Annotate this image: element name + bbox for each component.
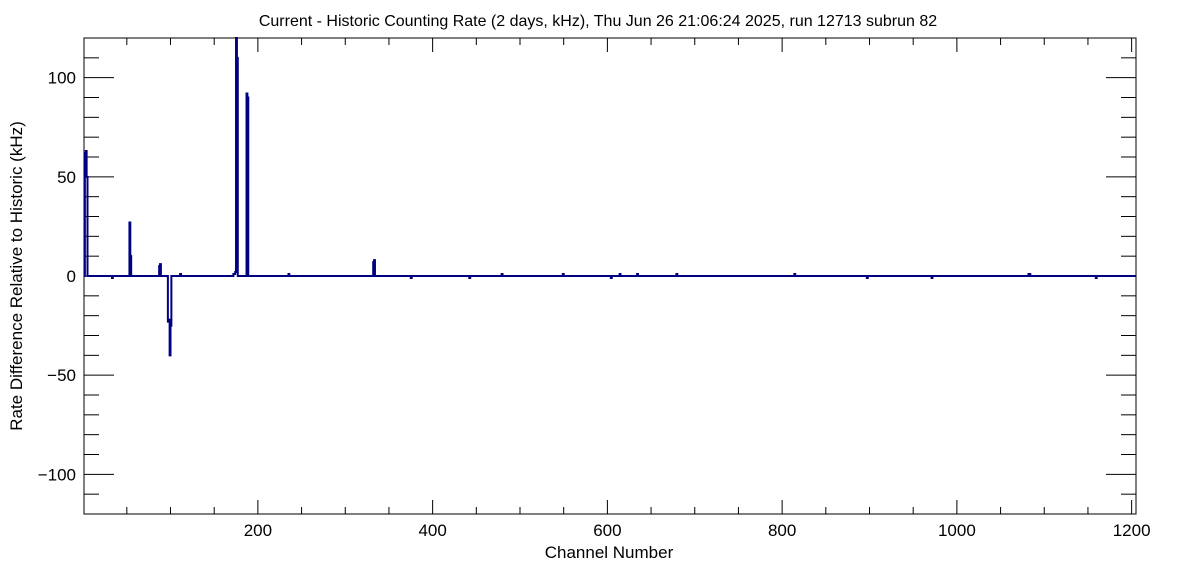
y-tick-label: −50 — [47, 366, 76, 385]
x-axis-label: Channel Number — [545, 543, 674, 562]
y-tick-label: 0 — [67, 267, 76, 286]
x-tick-label: 600 — [593, 521, 621, 540]
x-axis: 200 400 600 800 1000 1200 — [126, 38, 1151, 540]
x-tick-label: 200 — [244, 521, 272, 540]
x-tick-label: 800 — [768, 521, 796, 540]
chart-title: Current - Historic Counting Rate (2 days… — [259, 13, 937, 30]
y-axis-label: Rate Difference Relative to Historic (kH… — [7, 121, 26, 431]
series-layer — [83, 37, 1136, 357]
x-tick-label: 1000 — [938, 521, 976, 540]
y-tick-label: 50 — [57, 168, 76, 187]
y-axis: −100 −50 0 50 100 — [38, 57, 1136, 495]
y-tick-label: −100 — [38, 465, 76, 484]
series-line — [83, 37, 1136, 357]
y-tick-label: 100 — [48, 69, 76, 88]
x-tick-label: 1200 — [1113, 521, 1151, 540]
x-tick-label: 400 — [418, 521, 446, 540]
